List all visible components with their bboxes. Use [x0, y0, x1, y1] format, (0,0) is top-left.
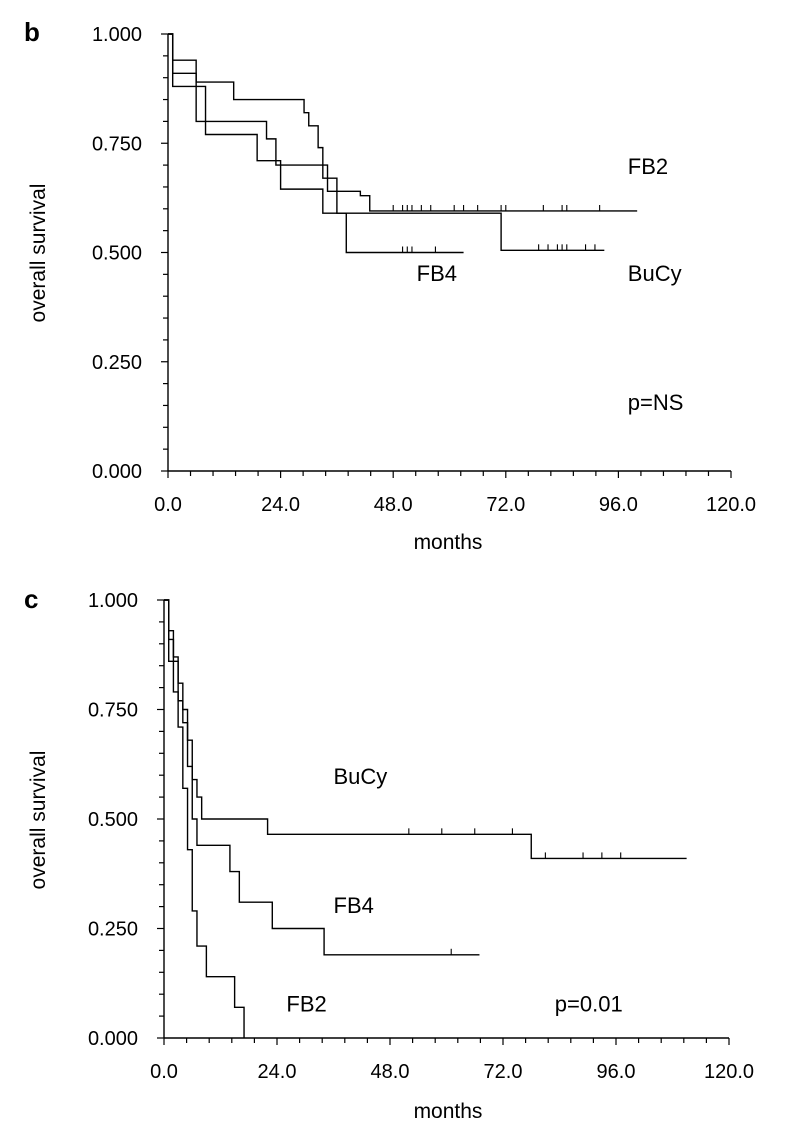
panel-c-y-tick-label: 1.000: [88, 590, 138, 612]
panel-b-y-tick-label: 0.250: [92, 352, 142, 374]
panel-b-x-axis-label: months: [414, 531, 483, 554]
panel-b-x-tick-label: 48.0: [374, 494, 413, 516]
panel-b-fb2-curve: [168, 33, 638, 212]
panel-c-bucy-curve: [164, 599, 687, 860]
panel-b-fb4-curve: [168, 33, 464, 254]
panel-c-x-tick-label: 72.0: [484, 1061, 523, 1083]
panel-c-x-axis-label: months: [414, 1100, 483, 1123]
panel-b-x-tick-label: 96.0: [599, 494, 638, 516]
panel-c-y-tick-label: 0.250: [88, 919, 138, 941]
panel-c-annotation: BuCy: [334, 764, 388, 789]
panel-b-y-tick-label: 0.500: [92, 243, 142, 265]
panel-b-x-tick-label: 72.0: [486, 494, 525, 516]
panel-c-annotation: FB4: [334, 893, 374, 918]
panel-b-y-tick-label: 1.000: [92, 24, 142, 46]
panel-c-plot-area: 0.000 0.250 0.500 0.750 1.000 0.0 24.0 48.0 72.0…: [88, 590, 754, 1083]
panel-c-y-tick-label: 0.500: [88, 809, 138, 831]
panel-b-annotation: FB4: [417, 261, 457, 286]
panel-b-annotation: p=NS: [628, 390, 684, 415]
panel-b-annotation: BuCy: [628, 261, 682, 286]
panel-b-bucy-curve: [168, 33, 605, 252]
panel-b-y-tick-label: 0.000: [92, 461, 142, 483]
panel-c-fb2-curve: [164, 599, 245, 1038]
panel-c: c overall survival months 0.000 0.250 0.50…: [24, 584, 754, 1123]
panel-c-fb4-curve: [164, 599, 480, 956]
panel-b-x-tick-label: 120.0: [706, 494, 756, 516]
panel-b-x-tick-label: 24.0: [261, 494, 300, 516]
panel-c-annotation: p=0.01: [555, 992, 623, 1017]
panel-c-y-axis-label: overall survival: [27, 751, 50, 890]
panel-b-y-axis-label: overall survival: [27, 184, 50, 323]
panel-b-letter: b: [24, 17, 40, 47]
panel-b-x-tick-label: 0.0: [154, 494, 182, 516]
panel-b-annotation: FB2: [628, 154, 668, 179]
panel-c-x-tick-label: 120.0: [704, 1061, 754, 1083]
panel-b-y-tick-label: 0.750: [92, 133, 142, 155]
panel-c-letter: c: [24, 584, 38, 614]
panel-c-y-tick-label: 0.000: [88, 1028, 138, 1050]
panel-c-x-tick-label: 24.0: [258, 1061, 297, 1083]
panel-c-x-tick-label: 0.0: [150, 1061, 178, 1083]
panel-b-plot-area: 0.000 0.250 0.500 0.750 1.000 0.0 24.0 48.0 72.0…: [92, 24, 756, 516]
panel-c-y-tick-label: 0.750: [88, 700, 138, 722]
panel-c-annotation: FB2: [286, 992, 326, 1017]
panel-c-x-tick-label: 48.0: [371, 1061, 410, 1083]
panel-c-x-tick-label: 96.0: [597, 1061, 636, 1083]
panel-b: b overall survival months 0.000 0.250 0.50…: [24, 17, 756, 554]
